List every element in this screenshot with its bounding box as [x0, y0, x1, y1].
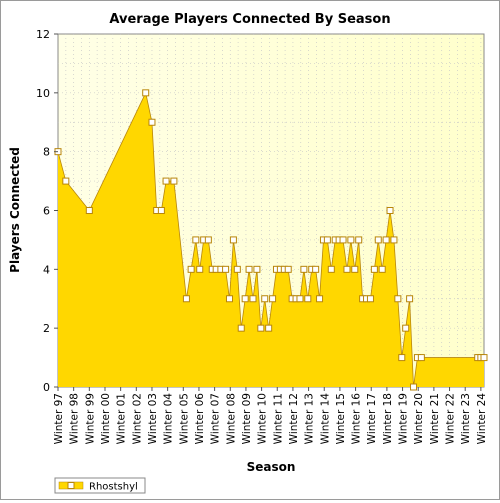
y-axis-label: Players Connected — [8, 147, 22, 273]
x-tick-label: Winter 03 — [147, 393, 159, 444]
x-tick-label: Winter 12 — [288, 393, 300, 444]
data-point — [339, 236, 347, 244]
legend-marker — [67, 482, 75, 489]
x-tick-label: Winter 10 — [257, 393, 269, 444]
data-point — [85, 207, 93, 214]
x-tick-label: Winter 00 — [100, 393, 112, 444]
x-tick-label: Winter 20 — [413, 393, 425, 444]
y-tick-label: 6 — [43, 205, 50, 218]
data-point — [192, 236, 200, 244]
data-point — [245, 265, 253, 273]
data-point — [417, 354, 425, 362]
x-tick-label: Winter 17 — [366, 393, 378, 444]
data-point — [323, 236, 331, 244]
x-tick-label: Winter 08 — [225, 393, 237, 444]
x-tick-label: Winter 18 — [382, 393, 394, 444]
x-tick-label: Winter 15 — [335, 393, 347, 444]
data-point — [229, 236, 237, 244]
data-point — [204, 236, 212, 244]
x-tick-label: Winter 16 — [351, 393, 363, 445]
data-point — [196, 265, 204, 273]
data-point — [366, 295, 374, 303]
data-point — [225, 295, 233, 303]
data-point — [148, 118, 156, 126]
data-point — [398, 354, 406, 362]
data-point — [394, 295, 402, 303]
data-point — [327, 265, 335, 273]
y-axis: 0 2 4 6 8 10 12 — [36, 28, 58, 394]
x-tick-label: Winter 05 — [178, 393, 190, 444]
data-point — [378, 265, 386, 273]
data-point — [253, 265, 261, 273]
x-tick-label: Winter 14 — [319, 393, 331, 445]
x-tick-label: Winter 98 — [69, 393, 81, 444]
x-tick-label: Winter 07 — [210, 393, 222, 444]
data-point — [382, 236, 390, 244]
data-point — [157, 207, 165, 214]
x-tick-label: Winter 24 — [476, 393, 488, 445]
data-point — [170, 177, 178, 185]
data-point — [187, 265, 195, 273]
data-point — [241, 295, 249, 303]
x-tick-label: Winter 02 — [131, 393, 143, 444]
data-point — [355, 236, 363, 244]
x-axis-label: Season — [247, 460, 296, 474]
data-point — [300, 265, 308, 273]
data-point — [62, 177, 70, 185]
data-point — [316, 295, 324, 303]
y-tick-label: 10 — [36, 87, 50, 100]
x-tick-label: Winter 99 — [84, 393, 96, 444]
data-point — [261, 295, 269, 303]
x-tick-label: Winter 13 — [304, 393, 316, 444]
data-point — [233, 265, 241, 273]
x-tick-label: Winter 23 — [460, 393, 472, 444]
y-tick-label: 4 — [43, 263, 50, 276]
data-point — [296, 295, 304, 303]
series-area-rhostshyl — [58, 92, 484, 387]
data-point — [374, 236, 382, 244]
data-point — [237, 324, 245, 332]
x-tick-label: Winter 11 — [272, 393, 284, 444]
data-point — [304, 295, 312, 303]
data-point — [312, 265, 320, 273]
data-point — [265, 324, 273, 332]
data-point — [386, 207, 394, 214]
data-point — [351, 265, 359, 273]
chart-title: Average Players Connected By Season — [109, 12, 390, 27]
data-point — [343, 265, 351, 273]
x-tick-label: Winter 01 — [116, 393, 128, 444]
data-point — [182, 295, 190, 303]
data-point — [402, 324, 410, 332]
y-tick-label: 0 — [43, 381, 50, 394]
data-point — [390, 236, 398, 244]
data-point — [284, 265, 292, 273]
x-tick-label: Winter 19 — [398, 393, 410, 444]
y-tick-label: 12 — [36, 28, 50, 41]
x-axis: Winter 97 Winter 98 Winter 99 Winter 00 Wint… — [53, 387, 488, 444]
legend: Rhostshyl — [54, 477, 146, 494]
x-tick-label: Winter 97 — [53, 393, 65, 444]
y-tick-label: 2 — [43, 322, 50, 335]
x-tick-label: Winter 22 — [445, 393, 457, 444]
data-point — [370, 265, 378, 273]
data-point — [269, 295, 277, 303]
data-point — [257, 324, 265, 332]
data-point — [480, 354, 488, 362]
data-point — [406, 295, 414, 303]
data-point — [162, 177, 170, 185]
y-tick-label: 8 — [43, 146, 50, 159]
data-point — [249, 295, 257, 303]
x-tick-label: Winter 09 — [241, 393, 253, 444]
legend-label: Rhostshyl — [89, 482, 138, 493]
data-point — [142, 89, 150, 97]
data-point — [410, 383, 418, 391]
x-tick-label: Winter 04 — [163, 393, 175, 445]
data-point — [222, 265, 230, 273]
area-series — [54, 89, 488, 391]
data-point — [347, 236, 355, 244]
x-tick-label: Winter 21 — [429, 393, 441, 444]
x-tick-label: Winter 06 — [194, 393, 206, 445]
